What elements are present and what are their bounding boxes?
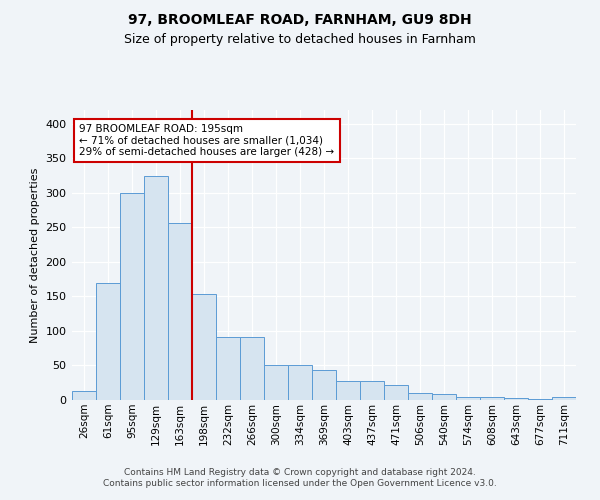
Bar bbox=[552, 396, 576, 400]
Text: Size of property relative to detached houses in Farnham: Size of property relative to detached ho… bbox=[124, 32, 476, 46]
Bar bbox=[360, 380, 384, 400]
Text: 97, BROOMLEAF ROAD, FARNHAM, GU9 8DH: 97, BROOMLEAF ROAD, FARNHAM, GU9 8DH bbox=[128, 12, 472, 26]
Bar bbox=[120, 193, 144, 400]
Bar bbox=[408, 393, 432, 400]
Bar bbox=[336, 380, 360, 400]
Bar bbox=[216, 337, 240, 400]
Bar bbox=[288, 366, 312, 400]
Y-axis label: Number of detached properties: Number of detached properties bbox=[30, 168, 40, 342]
Bar bbox=[192, 294, 216, 400]
Bar bbox=[312, 370, 336, 400]
Bar bbox=[72, 391, 96, 400]
Bar bbox=[96, 282, 120, 400]
Bar bbox=[528, 398, 552, 400]
Bar bbox=[504, 398, 528, 400]
Bar bbox=[384, 385, 408, 400]
Bar bbox=[168, 222, 192, 400]
Bar bbox=[456, 396, 480, 400]
Bar bbox=[240, 337, 264, 400]
Bar bbox=[264, 366, 288, 400]
Text: Contains HM Land Registry data © Crown copyright and database right 2024.
Contai: Contains HM Land Registry data © Crown c… bbox=[103, 468, 497, 487]
Bar bbox=[480, 396, 504, 400]
Text: 97 BROOMLEAF ROAD: 195sqm
← 71% of detached houses are smaller (1,034)
29% of se: 97 BROOMLEAF ROAD: 195sqm ← 71% of detac… bbox=[79, 124, 334, 157]
Bar bbox=[432, 394, 456, 400]
Bar bbox=[144, 176, 168, 400]
